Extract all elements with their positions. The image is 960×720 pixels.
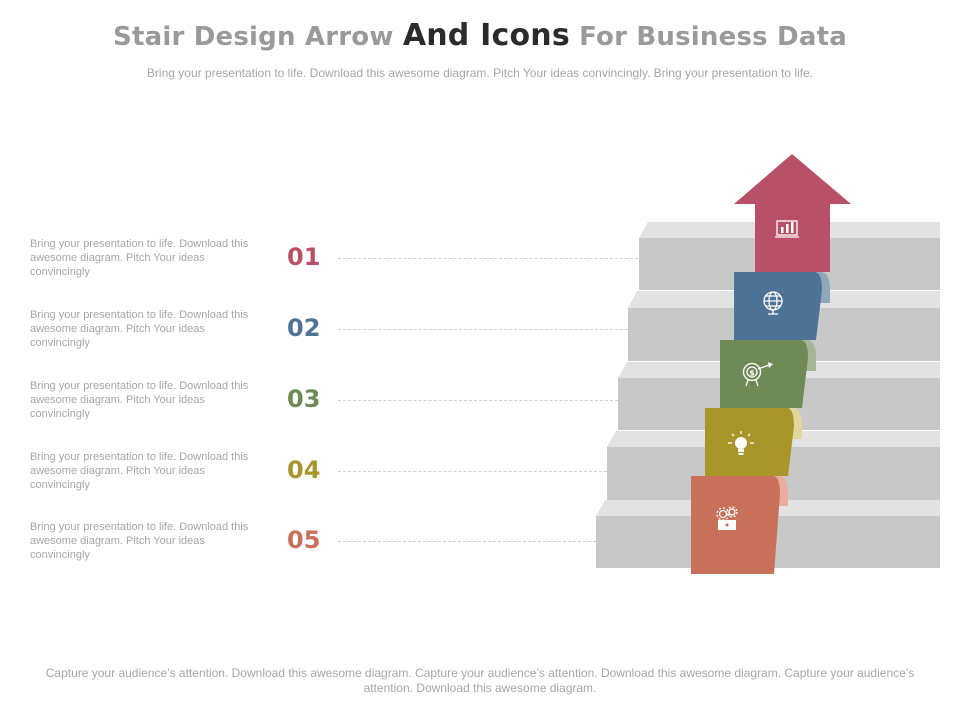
step-number: 05 — [287, 526, 321, 554]
arrow-block-4 — [705, 408, 802, 476]
svg-text:$: $ — [749, 369, 755, 378]
leader-line — [338, 329, 628, 330]
step-number: 03 — [287, 385, 321, 413]
step-description: Bring your presentation to life. Downloa… — [30, 238, 249, 278]
step-description: Bring your presentation to life. Downloa… — [30, 521, 249, 561]
title-part-1: Stair Design Arrow — [113, 22, 403, 52]
page-footer: Capture your audience’s attention. Downl… — [45, 666, 915, 695]
globe-icon — [763, 291, 783, 315]
page-title: Stair Design Arrow And Icons For Busines… — [0, 18, 960, 53]
step-number: 01 — [287, 243, 321, 271]
dollar-target-icon: $ — [742, 362, 773, 387]
leader-line — [338, 258, 638, 259]
lightbulb-icon — [728, 431, 754, 455]
leader-line — [338, 541, 596, 542]
step-row-3: Bring your presentation to life. Downloa… — [0, 379, 620, 429]
gears-box-icon — [716, 506, 738, 530]
step-number: 04 — [287, 456, 321, 484]
arrow-block-3: $ — [720, 340, 816, 408]
page-subtitle: Bring your presentation to life. Downloa… — [146, 66, 814, 80]
step-row-1: Bring your presentation to life. Downloa… — [0, 237, 638, 287]
arrow-block-1 — [734, 154, 851, 272]
step-description: Bring your presentation to life. Downloa… — [30, 451, 249, 491]
step-row-4: Bring your presentation to life. Downloa… — [0, 450, 620, 500]
leader-line — [338, 471, 607, 472]
step-description: Bring your presentation to life. Downloa… — [30, 309, 249, 349]
step-row-5: Bring your presentation to life. Downloa… — [0, 520, 620, 570]
bar-chart-laptop-icon — [775, 220, 799, 238]
title-part-2: And Icons — [402, 18, 570, 53]
arrow-block-2 — [734, 272, 830, 340]
arrow-block-5 — [691, 476, 788, 574]
step-row-2: Bring your presentation to life. Downloa… — [0, 308, 628, 358]
title-part-3: For Business Data — [569, 22, 847, 52]
step-number: 02 — [287, 314, 321, 342]
leader-line — [338, 400, 618, 401]
step-description: Bring your presentation to life. Downloa… — [30, 380, 249, 420]
